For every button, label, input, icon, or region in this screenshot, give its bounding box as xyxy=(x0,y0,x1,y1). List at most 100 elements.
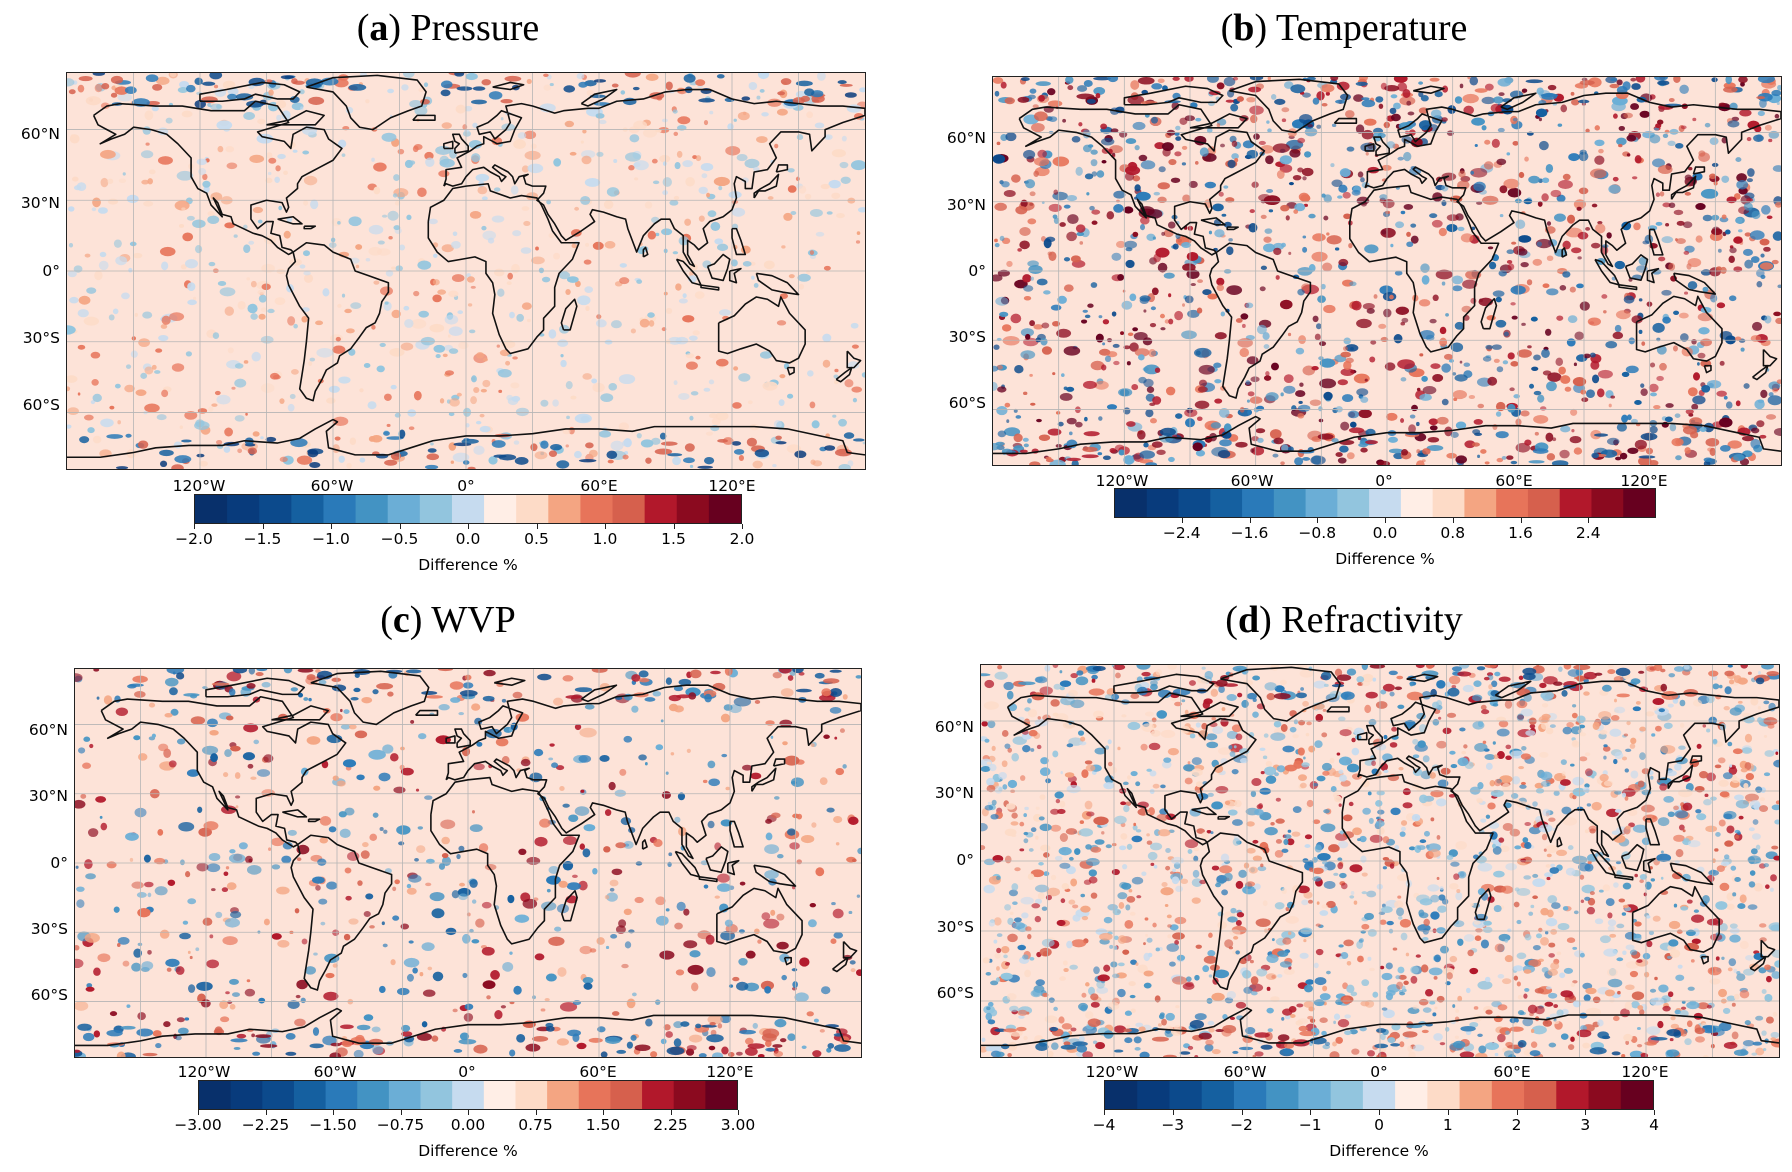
colorbar-bin xyxy=(1362,1081,1396,1109)
colorbar-tick-label: −0.75 xyxy=(376,1116,425,1134)
colorbar-tick-label: 4 xyxy=(1649,1116,1659,1134)
graticule xyxy=(75,669,861,1057)
colorbar-bin xyxy=(1559,489,1592,517)
lon-label: 120°E xyxy=(708,477,756,495)
map-svg xyxy=(67,73,865,469)
colorbar-bin xyxy=(644,495,678,523)
lon-label: 0° xyxy=(1375,472,1393,490)
lon-label: 120°W xyxy=(1085,1063,1139,1081)
colorbar-tick-label: −0.8 xyxy=(1298,524,1337,542)
colorbar-bin xyxy=(1464,489,1497,517)
colorbar-tickmark xyxy=(198,1110,199,1115)
lon-label: 60°E xyxy=(580,477,618,495)
colorbar xyxy=(1114,488,1656,518)
coastlines xyxy=(67,74,865,459)
colorbar-tickmark xyxy=(468,1110,469,1115)
colorbar-bin xyxy=(676,495,710,523)
colorbar-tick-label: 2 xyxy=(1511,1116,1522,1134)
colorbar-bin xyxy=(1620,1081,1653,1109)
colorbar-tick-label: −1.0 xyxy=(312,530,350,548)
colorbar-bin xyxy=(1400,489,1434,517)
graticule xyxy=(993,77,1781,465)
lon-label: 60°E xyxy=(1493,1063,1531,1081)
colorbar-tickmark xyxy=(673,524,675,529)
colorbar-bin xyxy=(452,1081,485,1109)
colorbar-tick-label: −2.4 xyxy=(1162,524,1201,542)
colorbar-bin xyxy=(610,1081,643,1109)
coastlines xyxy=(981,666,1779,1047)
colorbar-tickmark xyxy=(331,524,332,529)
colorbar-tickmark xyxy=(399,524,401,529)
colorbar-bin xyxy=(483,1081,516,1109)
colorbar-tickmark xyxy=(333,1110,334,1115)
panel-refractivity: (d) Refractivity 60°N 30°N 0° 30°S 60°S … xyxy=(896,586,1792,1172)
colorbar-tickmark xyxy=(265,1110,267,1115)
lat-label: 30°S xyxy=(30,920,68,938)
colorbar xyxy=(1104,1080,1654,1110)
colorbar-tick-label: −2.0 xyxy=(175,530,213,548)
coastlines xyxy=(993,78,1781,455)
lon-label: 60°E xyxy=(579,1063,617,1081)
colorbar-tick-label: −2.25 xyxy=(241,1116,290,1134)
world-map xyxy=(980,664,1780,1058)
lat-label: 60°S xyxy=(936,984,974,1002)
colorbar-bin xyxy=(323,495,357,523)
panel-letter: c xyxy=(392,599,410,641)
colorbar-bin xyxy=(388,1081,422,1109)
colorbar-bin xyxy=(387,495,421,523)
lon-label: 120°W xyxy=(1095,472,1149,490)
colorbar-tick-label: 1.50 xyxy=(585,1116,621,1134)
colorbar-tickmark xyxy=(1249,518,1251,523)
colorbar-tickmark xyxy=(738,1110,739,1115)
colorbar-bin xyxy=(1169,1081,1203,1109)
colorbar-tick-label: −1.6 xyxy=(1230,524,1269,542)
colorbar-bin xyxy=(1623,489,1655,517)
lat-label: 30°S xyxy=(22,329,60,347)
colorbar-tickmark xyxy=(1654,1110,1655,1115)
colorbar-bin xyxy=(420,1081,453,1109)
colorbar-bin xyxy=(1496,489,1529,517)
colorbar-tickmark xyxy=(194,524,195,529)
colorbar-bin xyxy=(227,495,260,523)
map-svg xyxy=(993,77,1781,465)
lon-label: 60°W xyxy=(1223,1063,1267,1081)
colorbar-tickmark xyxy=(1520,518,1522,523)
colorbar-tickmark xyxy=(742,524,743,529)
colorbar-tickmark xyxy=(1385,518,1386,523)
anomaly-field xyxy=(75,669,861,1057)
lon-label: 0° xyxy=(457,477,475,495)
lon-label: 120°E xyxy=(706,1063,754,1081)
colorbar-bin xyxy=(325,1081,358,1109)
panel-letter: b xyxy=(1233,7,1255,49)
colorbar-tick-label: 1 xyxy=(1442,1116,1453,1134)
colorbar-bin xyxy=(1491,1081,1525,1109)
anomaly-field xyxy=(981,665,1779,1057)
colorbar-bin xyxy=(516,495,549,523)
colorbar-tickmark xyxy=(1181,518,1183,523)
lat-label: 60°N xyxy=(946,129,986,147)
colorbar-tick-label: 0.00 xyxy=(450,1116,486,1134)
lat-label: 0° xyxy=(42,262,60,280)
colorbar-tickmark xyxy=(1310,1110,1312,1115)
colorbar-bin xyxy=(451,495,485,523)
colorbar-bin xyxy=(1427,1081,1461,1109)
colorbar-label: Difference % xyxy=(1329,1142,1429,1160)
lon-label: 120°W xyxy=(172,477,226,495)
colorbar-bin xyxy=(1524,1081,1557,1109)
colorbar-tick-label: 3 xyxy=(1580,1116,1591,1134)
colorbar-bin xyxy=(1305,489,1338,517)
colorbar-bin xyxy=(484,495,517,523)
colorbar-bin xyxy=(1298,1081,1332,1109)
colorbar-tick-label: 0.0 xyxy=(455,530,481,548)
colorbar-bin xyxy=(259,495,292,523)
panel-title: (c) WVP xyxy=(380,599,516,641)
panel-title: (b) Temperature xyxy=(1220,7,1468,49)
lon-label: 0° xyxy=(1370,1063,1388,1081)
colorbar-tick-label: 0.5 xyxy=(524,530,549,548)
colorbar-bin xyxy=(262,1081,295,1109)
colorbar-tick-label: 0.75 xyxy=(518,1116,553,1134)
world-map xyxy=(74,668,862,1058)
coastlines xyxy=(75,670,861,1047)
colorbar-tickmark xyxy=(1452,518,1454,523)
panel-pressure: (a) Pressure 60°N 30°N 0° 30°S 60°S 120°… xyxy=(0,0,896,586)
